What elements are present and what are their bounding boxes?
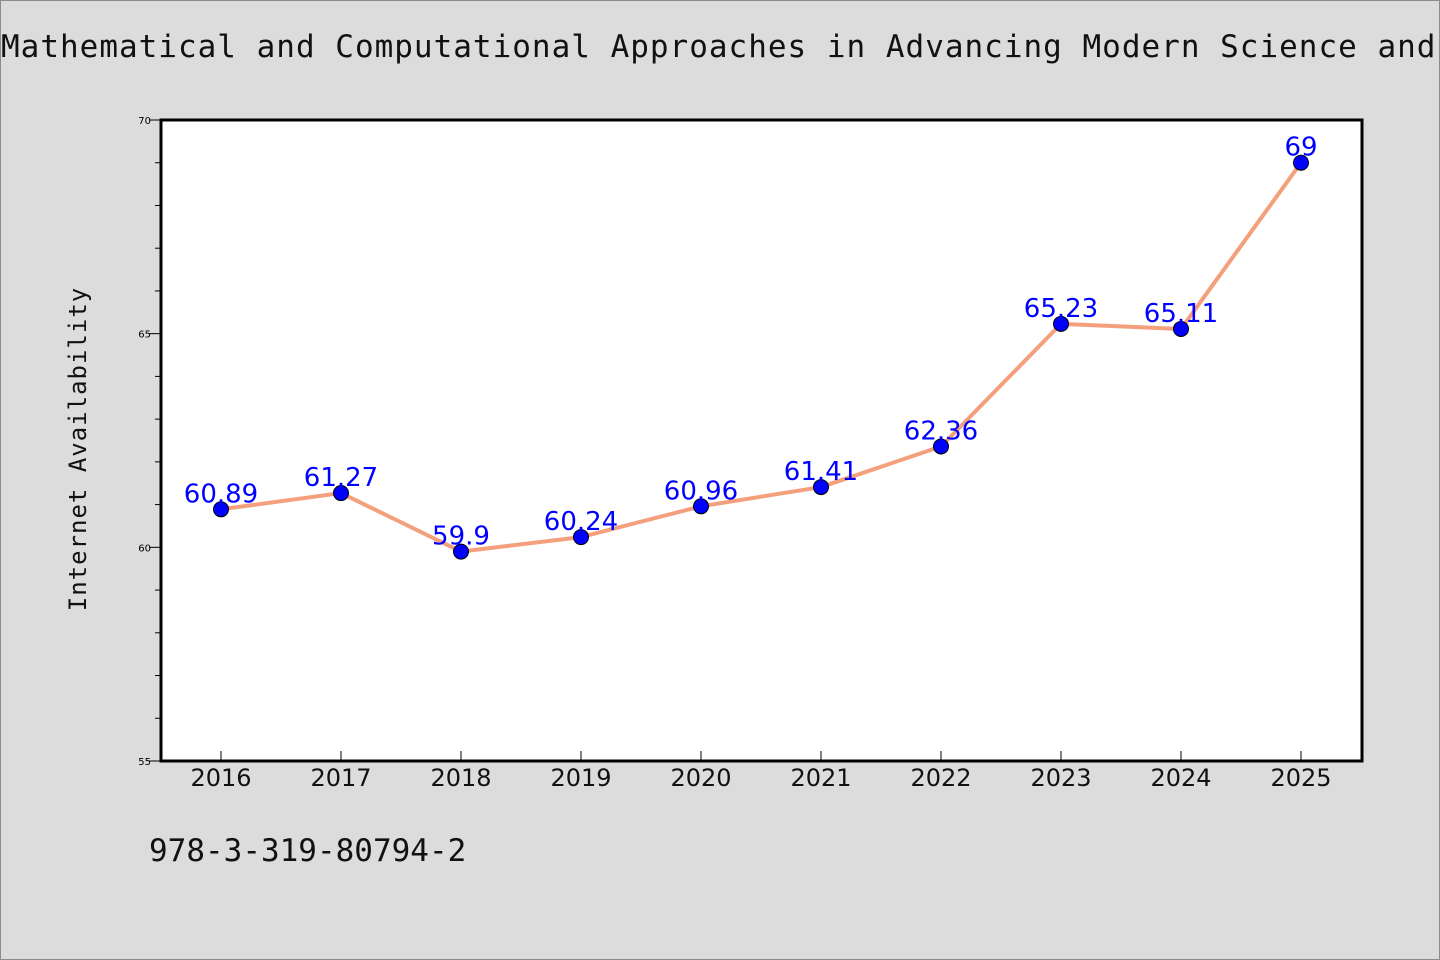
plot-area (161, 120, 1362, 761)
data-point (1173, 320, 1189, 337)
data-label: 65.23 (1024, 294, 1098, 324)
y-axis-label: Internet Availability (64, 287, 92, 611)
x-tick-label: 2024 (1150, 764, 1211, 792)
data-label: 60.89 (184, 479, 258, 509)
x-tick-label: 2020 (670, 764, 731, 792)
data-label: 59.9 (432, 522, 490, 552)
data-label: 61.41 (784, 457, 858, 487)
data-point (333, 485, 349, 502)
x-tick-label: 2018 (430, 764, 491, 792)
data-label: 65.11 (1144, 299, 1218, 329)
data-point (1053, 315, 1069, 332)
data-label: 61.27 (304, 463, 378, 493)
x-tick-label: 2016 (190, 764, 251, 792)
series-markers (213, 154, 1309, 560)
data-point (213, 501, 229, 518)
data-point (573, 529, 589, 546)
y-axis: 55 60 65 70 (138, 116, 161, 768)
data-point (453, 543, 469, 560)
data-point (1293, 154, 1309, 171)
series-polyline (220, 161, 1303, 554)
data-label: 60.24 (544, 507, 618, 537)
data-labels: 60.89 61.27 59.9 60.24 60.96 61.41 62.36 65.23 6… (184, 133, 1318, 552)
y-tick-label: 65 (138, 330, 151, 341)
data-label: 62.36 (904, 416, 978, 446)
y-tick-label: 55 (138, 757, 151, 768)
data-label: 69 (1284, 133, 1317, 163)
x-tick-label: 2022 (910, 764, 971, 792)
data-point (933, 438, 949, 455)
y-tick-label: 60 (138, 543, 151, 554)
x-tick-label: 2019 (550, 764, 611, 792)
isbn-text: 978-3-319-80794-2 (149, 833, 467, 869)
series-line (220, 161, 1303, 554)
chart-title: Mathematical and Computational Approache… (1, 29, 1440, 65)
x-tick-label: 2023 (1030, 764, 1091, 792)
x-tick-label: 2025 (1270, 764, 1331, 792)
x-tick-label: 2021 (790, 764, 851, 792)
plot-frame (159, 118, 1364, 763)
data-point (693, 498, 709, 515)
x-tick-label: 2017 (310, 764, 371, 792)
data-point (813, 479, 829, 496)
data-label: 60.96 (664, 476, 738, 506)
y-tick-label: 70 (138, 116, 151, 127)
x-axis: 2016 2017 2018 2019 2020 2021 2022 2023 2024 2025 (190, 751, 1332, 792)
